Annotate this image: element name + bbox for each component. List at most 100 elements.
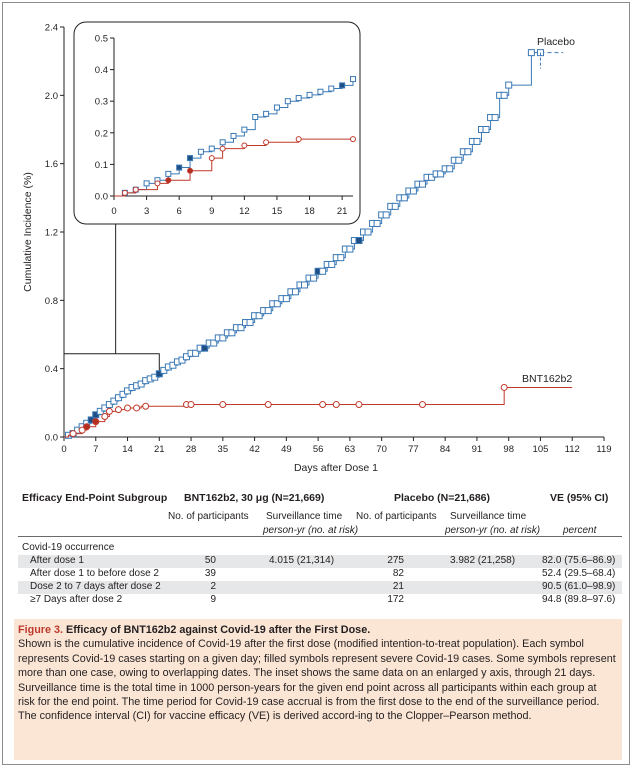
inset-y-tick-label: 0.3	[95, 97, 108, 108]
inset-placebo-marker	[317, 88, 324, 95]
table-subheader-percent: percent	[563, 525, 597, 536]
y-tick-label: 1.6	[45, 159, 58, 170]
bnt162b2-marker	[418, 401, 426, 409]
figure-caption: Figure 3. Efficacy of BNT162b2 against C…	[14, 619, 622, 760]
inset-chart: 0 3 6 9 12 15 18 21 0.0 0.1 0.2 0.3 0.4 0.5	[73, 21, 361, 225]
bnt162b2-marker	[332, 401, 340, 409]
placebo-marker	[437, 170, 445, 178]
table-subheader-pl-surveillance: Surveillance time	[450, 511, 527, 522]
inset-frame	[73, 21, 361, 225]
bnt162b2-marker	[187, 401, 195, 409]
table-rule	[18, 536, 622, 537]
x-tick-label: 56	[313, 444, 324, 455]
placebo-marker	[364, 228, 372, 236]
inset-x-tick-label: 21	[337, 206, 348, 217]
inset-x-tick-label: 9	[209, 206, 214, 217]
table-row: Dose 2 to 7 days after dose 2 2 21 90.5 …	[18, 581, 622, 594]
bnt162b2-marker	[142, 402, 150, 410]
inset-bnt162b2-marker	[121, 189, 128, 196]
table-subheader-pl-personyr: person-yr (no. at risk)	[445, 525, 541, 536]
bnt162b2-marker	[219, 401, 227, 409]
inset-placebo-severe-marker	[187, 155, 194, 162]
x-tick-label: 0	[61, 444, 66, 455]
inset-placebo-marker	[350, 76, 356, 83]
x-tick-label: 7	[93, 444, 98, 455]
placebo-marker	[400, 194, 408, 202]
table-group-label: Covid-19 occurrence	[22, 542, 115, 553]
inset-placebo-marker	[219, 139, 226, 146]
inset-placebo-marker	[208, 145, 215, 152]
y-axis-label: Cumulative Incidence (%)	[22, 172, 34, 292]
placebo-marker	[210, 339, 218, 347]
bnt162b2-line	[64, 386, 573, 438]
caption-figure-number: Figure 3.	[18, 624, 63, 636]
table-subheader-bnt-surveillance: Surveillance time	[266, 511, 343, 522]
inset-placebo-marker	[328, 85, 335, 92]
placebo-marker	[310, 274, 318, 282]
placebo-marker	[246, 319, 254, 327]
table-header-bnt: BNT162b2, 30 μg (N=21,669)	[184, 492, 325, 504]
inset-bnt162b2-severe-marker	[187, 167, 194, 174]
placebo-marker	[527, 49, 535, 57]
placebo-marker	[319, 267, 327, 275]
inset-placebo-marker	[295, 95, 302, 102]
x-axis-label: Days after Dose 1	[294, 462, 378, 474]
inset-placebo-marker	[230, 132, 237, 139]
placebo-marker	[255, 312, 263, 320]
x-tick-label: 70	[376, 444, 387, 455]
inset-bnt162b2-marker	[350, 136, 356, 143]
inset-y-tick-label: 0.0	[95, 192, 108, 203]
placebo-severe-marker	[355, 237, 363, 245]
bnt162b2-marker	[319, 401, 327, 409]
bnt162b2-marker	[78, 426, 86, 434]
x-tick-label: 112	[565, 444, 580, 455]
inset-placebo-marker	[165, 170, 172, 177]
label-placebo: Placebo	[537, 36, 575, 48]
x-tick-label: 63	[345, 444, 356, 455]
inset-placebo-severe-marker	[176, 164, 183, 171]
table-subheader-bnt-participants: No. of participants	[168, 511, 249, 522]
y-tick-label: 2.0	[45, 91, 58, 102]
caption-title: Efficacy of BNT162b2 against Covid-19 af…	[66, 624, 371, 636]
x-tick-label: 28	[186, 444, 197, 455]
inset-x-tick-label: 12	[239, 206, 250, 217]
label-bnt162b2: BNT162b2	[522, 373, 572, 385]
table-row: After dose 1 50 4.015 (21,314) 275 3.982…	[18, 555, 622, 568]
inset-bnt162b2-marker	[132, 186, 139, 193]
inset-placebo-marker	[252, 114, 259, 120]
y-tick-label: 0.0	[45, 433, 58, 444]
placebo-marker	[382, 211, 390, 219]
bnt162b2-marker	[133, 404, 141, 412]
placebo-marker	[418, 180, 426, 188]
inset-placebo-marker	[273, 104, 280, 111]
placebo-marker	[264, 307, 272, 315]
series-bnt162b2	[64, 383, 573, 438]
placebo-marker	[228, 329, 236, 337]
inset-placebo-marker	[241, 126, 248, 133]
table-header-placebo: Placebo (N=21,686)	[394, 492, 491, 504]
inset-x-tick-label: 18	[304, 206, 315, 217]
placebo-marker	[328, 260, 336, 268]
bnt162b2-marker	[69, 430, 77, 438]
bnt162b2-severe-marker	[92, 418, 100, 426]
placebo-marker	[219, 334, 227, 342]
inset-x-tick-label: 3	[144, 206, 149, 217]
placebo-marker	[301, 281, 309, 289]
bnt162b2-marker	[500, 383, 508, 391]
placebo-marker	[500, 91, 508, 99]
inset-axes: 0 3 6 9 12 15 18 21 0.0 0.1 0.2 0.3 0.4 0.5	[95, 34, 353, 217]
placebo-marker	[291, 288, 299, 296]
placebo-marker	[409, 187, 417, 195]
x-tick-label: 77	[408, 444, 419, 455]
inset-y-tick-label: 0.4	[95, 65, 108, 76]
inset-bnt162b2-marker	[241, 142, 248, 149]
inset-bnt162b2-marker	[154, 180, 161, 187]
bracket-line	[63, 353, 160, 376]
y-tick-label: 0.8	[45, 296, 58, 307]
inset-bnt162b2-marker	[263, 139, 270, 146]
placebo-marker	[346, 245, 354, 253]
inset-bnt162b2-marker	[295, 136, 302, 143]
x-tick-label: 49	[281, 444, 292, 455]
placebo-marker	[273, 300, 281, 308]
table-header-ve: VE (95% CI)	[550, 492, 609, 504]
